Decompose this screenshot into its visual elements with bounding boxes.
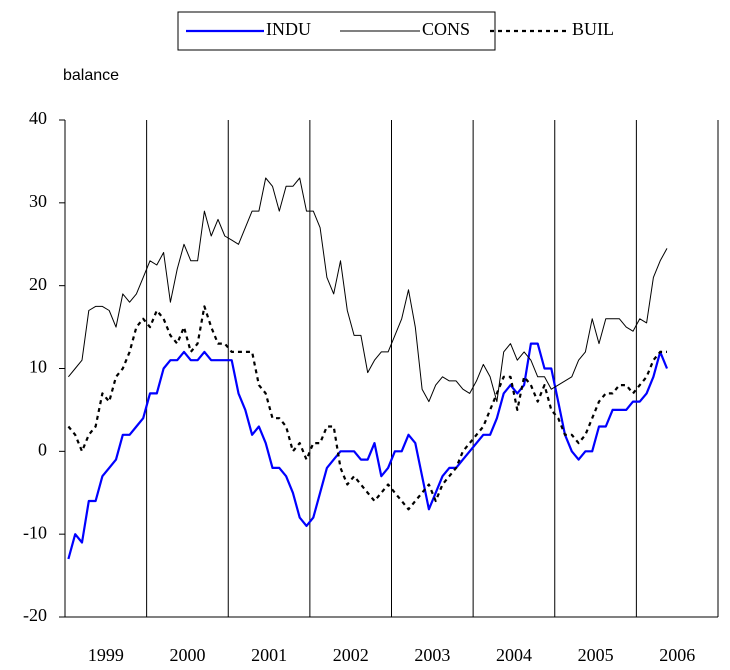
- series-line: [68, 177, 668, 403]
- y-tick-label: 0: [38, 439, 47, 459]
- legend-label: CONS: [422, 19, 470, 39]
- series-line: [67, 342, 669, 560]
- legend-label: BUIL: [572, 19, 614, 39]
- series-line: [67, 305, 667, 511]
- y-axis-label: balance: [63, 67, 119, 84]
- x-tick-label: 2002: [333, 645, 369, 665]
- x-tick-label: 2004: [496, 645, 532, 665]
- x-tick-label: 2001: [251, 645, 287, 665]
- x-tick-label: 2006: [659, 645, 695, 665]
- legend-box: [177, 11, 496, 51]
- y-tick-label: -10: [23, 522, 47, 542]
- y-tick-label: 40: [29, 108, 47, 128]
- x-tick-label: 2005: [578, 645, 614, 665]
- x-tick-label: 1999: [88, 645, 124, 665]
- x-tick-label: 2003: [414, 645, 450, 665]
- x-tick-label: 2000: [169, 645, 205, 665]
- y-tick-label: 30: [29, 191, 47, 211]
- y-tick-label: 20: [29, 274, 47, 294]
- legend-label: INDU: [266, 19, 311, 39]
- y-tick-label: 10: [29, 357, 47, 377]
- y-tick-label: -20: [23, 605, 47, 625]
